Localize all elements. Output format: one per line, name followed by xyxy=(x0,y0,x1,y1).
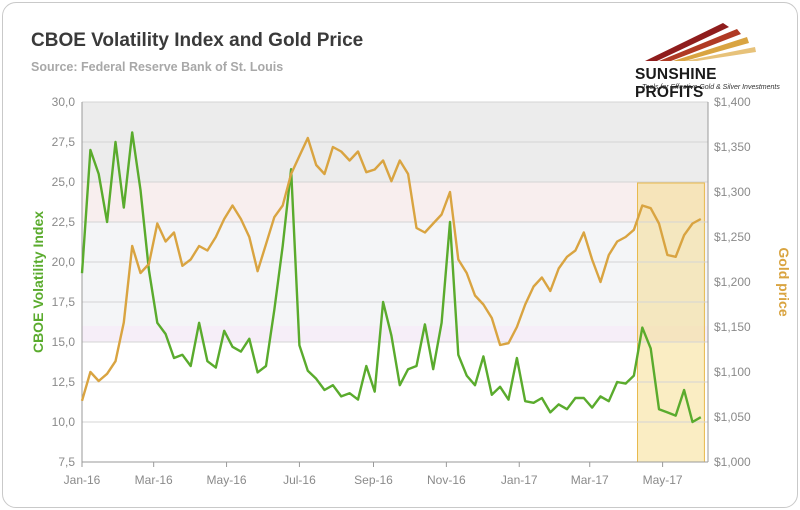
left-tick-label: 30,0 xyxy=(52,95,76,109)
vix-series-line xyxy=(80,131,702,424)
x-tick-label: Jul-16 xyxy=(283,473,316,487)
left-tick-label: 12,5 xyxy=(52,375,76,389)
logo-rays-icon xyxy=(645,23,756,61)
chart-subtitle: Source: Federal Reserve Bank of St. Loui… xyxy=(31,60,284,74)
left-tick-label: 20,0 xyxy=(52,255,76,269)
x-tick-label: May-16 xyxy=(207,473,247,487)
logo-name: SUNSHINE PROFITS xyxy=(635,66,717,101)
right-tick-label: $1,050 xyxy=(714,410,751,424)
x-tick-label: Mar-17 xyxy=(571,473,609,487)
x-tick-label: Nov-16 xyxy=(427,473,466,487)
left-tick-label: 17,5 xyxy=(52,295,76,309)
left-tick-label: 15,0 xyxy=(52,335,76,349)
right-tick-label: $1,200 xyxy=(714,275,751,289)
right-tick-label: $1,250 xyxy=(714,230,751,244)
x-tick-label: Jan-17 xyxy=(501,473,538,487)
left-axis-title: CBOE Volatility Index xyxy=(30,211,46,353)
x-tick-label: May-17 xyxy=(643,473,683,487)
highlight-box xyxy=(637,182,705,463)
left-tick-label: 10,0 xyxy=(52,415,76,429)
sunshine-profits-logo: SUNSHINE PROFITS Tools for Effective Gol… xyxy=(625,17,785,101)
chart-title: CBOE Volatility Index and Gold Price xyxy=(31,30,364,51)
x-tick-label: Sep-16 xyxy=(354,473,393,487)
left-tick-label: 25,0 xyxy=(52,175,76,189)
left-tick-label: 22,5 xyxy=(52,215,76,229)
right-tick-label: $1,150 xyxy=(714,320,751,334)
plot-area: 7,5 10,0 12,5 15,0 17,5 20,0 22,5 25,0 27,5 30,0 $… xyxy=(30,95,792,487)
band-pink xyxy=(82,182,708,222)
right-tick-label: $1,300 xyxy=(714,185,751,199)
logo-tagline: Tools for Effective Gold & Silver Invest… xyxy=(642,84,780,91)
left-tick-label: 27,5 xyxy=(52,135,76,149)
x-tick-label: Mar-16 xyxy=(135,473,173,487)
x-tick-label: Jan-16 xyxy=(64,473,101,487)
band-lilac xyxy=(82,326,708,342)
right-axis-title: Gold price xyxy=(776,247,792,316)
right-tick-label: $1,100 xyxy=(714,365,751,379)
right-tick-label: $1,000 xyxy=(714,455,751,469)
right-tick-label: $1,400 xyxy=(714,95,751,109)
gold-series-line xyxy=(80,136,702,402)
left-tick-label: 7,5 xyxy=(58,455,75,469)
right-tick-label: $1,350 xyxy=(714,140,751,154)
